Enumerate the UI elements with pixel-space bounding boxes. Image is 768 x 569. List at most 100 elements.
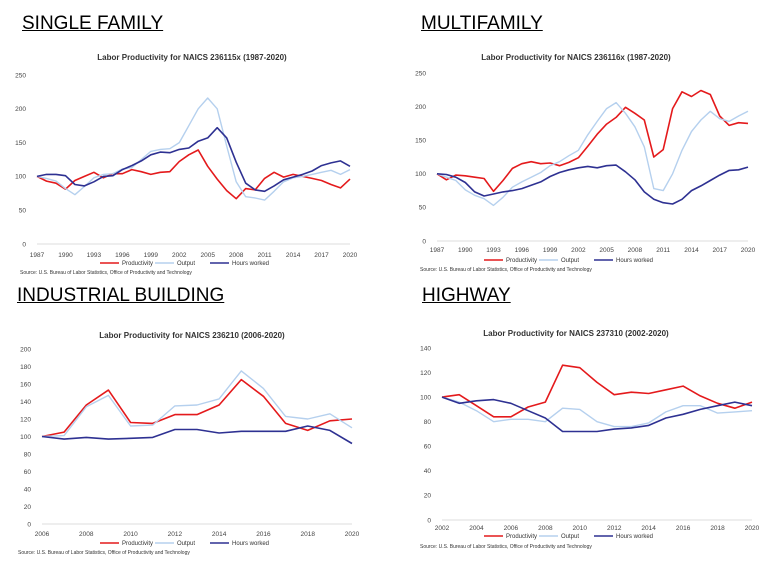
y-tick-label: 80 [424, 419, 432, 426]
series-line-productivity [441, 364, 753, 418]
x-tick-label: 2008 [628, 247, 643, 254]
y-tick-label: 50 [19, 208, 27, 215]
x-tick-label: 2004 [469, 525, 484, 532]
line-chart-svg: Labor Productivity for NAICS 236115x (19… [15, 53, 358, 276]
line-chart-svg: Labor Productivity for NAICS 236210 (200… [18, 331, 360, 556]
x-tick-label: 2005 [599, 247, 614, 254]
source-note: Source: U.S. Bureau of Labor Statistics,… [420, 544, 592, 550]
legend-item: Output [177, 261, 195, 267]
legend-item: Productivity [122, 541, 153, 547]
legend-item: Hours worked [616, 534, 653, 540]
legend-item: Hours worked [616, 258, 653, 264]
y-tick-label: 120 [420, 370, 431, 377]
source-note: Source: U.S. Bureau of Labor Statistics,… [420, 267, 592, 273]
series-line-productivity [436, 89, 749, 193]
x-tick-label: 2011 [258, 252, 272, 259]
x-tick-label: 2010 [573, 525, 588, 532]
x-tick-label: 2014 [684, 247, 699, 254]
x-tick-label: 1987 [430, 247, 445, 254]
y-tick-label: 120 [20, 416, 31, 423]
x-tick-label: 1990 [458, 247, 473, 254]
legend-item: Productivity [506, 258, 537, 264]
x-tick-label: 2020 [343, 252, 358, 259]
chart-title: Labor Productivity for NAICS 236116x (19… [481, 53, 671, 62]
x-tick-label: 2016 [676, 525, 691, 532]
x-tick-label: 2005 [200, 252, 215, 259]
y-tick-label: 200 [15, 106, 26, 113]
x-tick-label: 2006 [504, 525, 519, 532]
y-tick-label: 20 [24, 504, 32, 511]
x-tick-label: 2002 [172, 252, 187, 259]
legend-item: Productivity [122, 261, 153, 267]
series-line-hours-worked [36, 126, 351, 193]
section-heading: MULTIFAMILY [421, 13, 543, 34]
x-tick-label: 2008 [538, 525, 553, 532]
chart-title: Labor Productivity for NAICS 236115x (19… [97, 53, 287, 62]
x-tick-label: 2008 [229, 252, 244, 259]
legend-item: Hours worked [232, 261, 269, 267]
chart-panel-single-family: SINGLE FAMILY Labor Productivity for NAI… [0, 0, 384, 284]
y-tick-label: 160 [20, 381, 31, 388]
y-tick-label: 250 [415, 70, 426, 77]
x-tick-label: 2018 [710, 525, 725, 532]
y-tick-label: 0 [422, 238, 426, 245]
y-tick-label: 180 [20, 364, 31, 371]
x-tick-label: 2018 [300, 531, 315, 538]
x-tick-label: 2017 [712, 247, 727, 254]
section-heading: HIGHWAY [422, 285, 511, 306]
y-tick-label: 0 [427, 517, 431, 524]
x-tick-label: 2014 [641, 525, 656, 532]
line-chart-svg: Labor Productivity for NAICS 236116x (19… [415, 53, 756, 273]
chart-panel-highway: HIGHWAY Labor Productivity for NAICS 237… [384, 284, 768, 569]
chart-title: Labor Productivity for NAICS 236210 (200… [99, 331, 285, 340]
y-tick-label: 250 [15, 72, 26, 79]
series-line-hours-worked [436, 164, 749, 205]
section-heading: SINGLE FAMILY [22, 13, 164, 34]
series-line-output [436, 101, 749, 207]
y-tick-label: 80 [24, 451, 32, 458]
x-tick-label: 2020 [345, 531, 360, 538]
x-tick-label: 1993 [87, 252, 102, 259]
x-tick-label: 2002 [571, 247, 586, 254]
x-tick-label: 1996 [515, 247, 530, 254]
y-tick-label: 140 [20, 399, 31, 406]
x-tick-label: 1993 [486, 247, 501, 254]
x-tick-label: 2017 [314, 252, 329, 259]
x-tick-label: 2011 [656, 247, 670, 254]
x-tick-label: 2016 [256, 531, 271, 538]
y-tick-label: 200 [20, 346, 31, 353]
legend-item: Hours worked [232, 541, 269, 547]
y-tick-label: 100 [15, 174, 26, 181]
x-tick-label: 2014 [212, 531, 227, 538]
y-tick-label: 150 [15, 140, 26, 147]
y-tick-label: 140 [420, 345, 431, 352]
y-tick-label: 100 [415, 171, 426, 178]
series-line-output [41, 370, 353, 438]
series-line-productivity [41, 378, 353, 438]
legend-item: Output [561, 534, 579, 540]
y-tick-label: 0 [27, 521, 31, 528]
x-tick-label: 2012 [168, 531, 183, 538]
x-tick-label: 2012 [607, 525, 622, 532]
source-note: Source: U.S. Bureau of Labor Statistics,… [20, 270, 192, 276]
series-line-hours-worked [41, 425, 353, 445]
x-tick-label: 2020 [741, 247, 756, 254]
y-tick-label: 50 [419, 205, 427, 212]
x-tick-label: 1987 [30, 252, 45, 259]
y-tick-label: 200 [415, 104, 426, 111]
y-tick-label: 40 [424, 468, 432, 475]
y-tick-label: 100 [420, 394, 431, 401]
y-tick-label: 60 [424, 444, 432, 451]
y-tick-label: 40 [24, 486, 32, 493]
x-tick-label: 2014 [286, 252, 301, 259]
series-line-output [36, 97, 351, 201]
section-heading: INDUSTRIAL BUILDING [17, 285, 225, 306]
chart-title: Labor Productivity for NAICS 237310 (200… [483, 329, 669, 338]
legend-item: Productivity [506, 534, 537, 540]
y-tick-label: 0 [22, 241, 26, 248]
x-tick-label: 1996 [115, 252, 130, 259]
x-tick-label: 1999 [543, 247, 558, 254]
x-tick-label: 1999 [144, 252, 159, 259]
x-tick-label: 2006 [35, 531, 50, 538]
y-tick-label: 150 [415, 138, 426, 145]
